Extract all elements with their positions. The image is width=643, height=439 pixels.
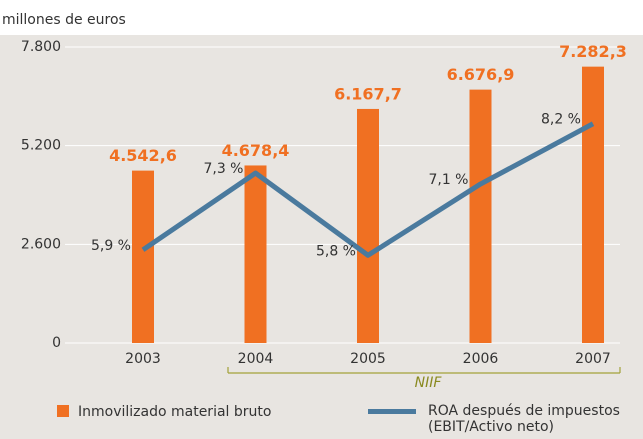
y-tick-label: 5.200 (21, 138, 61, 154)
bar-value-label: 7.282,3 (559, 42, 627, 61)
bar-value-label: 6.676,9 (447, 65, 515, 84)
y-axis-label: millones de euros (2, 12, 126, 28)
line-value-label: 5,8 % (316, 243, 356, 259)
bar-value-label: 4.678,4 (222, 141, 290, 160)
legend-label: ROA después de impuestos (EBIT/Activo ne… (428, 403, 620, 435)
bar (132, 170, 154, 343)
bar-value-label: 4.542,6 (109, 146, 177, 165)
background (0, 35, 643, 439)
legend-item: Inmovilizado material bruto (57, 404, 271, 420)
bar (357, 108, 379, 343)
y-tick-label: 0 (52, 335, 61, 351)
bar (469, 89, 492, 343)
line-value-label: 8,2 % (541, 112, 581, 128)
line-value-label: 7,1 % (428, 172, 468, 188)
legend-item: ROA después de impuestos (EBIT/Activo ne… (368, 403, 638, 435)
bar-value-label: 6.167,7 (334, 84, 402, 103)
line-value-label: 7,3 % (203, 161, 243, 177)
x-tick-label: 2007 (575, 351, 611, 367)
bar (244, 165, 267, 343)
bar (582, 66, 604, 343)
x-tick-label: 2005 (350, 351, 386, 367)
line-value-label: 5,9 % (91, 238, 131, 254)
annotation: NIIF (415, 375, 443, 391)
x-tick-label: 2006 (463, 351, 499, 367)
y-tick-label: 7.800 (21, 39, 61, 55)
x-tick-label: 2004 (238, 351, 274, 367)
line (141, 121, 595, 258)
legend-swatch (368, 409, 416, 414)
legend-label: Inmovilizado material bruto (78, 404, 272, 420)
x-tick-label: 2003 (125, 351, 161, 367)
legend-swatch (57, 405, 69, 417)
y-tick-label: 2.600 (21, 236, 61, 252)
